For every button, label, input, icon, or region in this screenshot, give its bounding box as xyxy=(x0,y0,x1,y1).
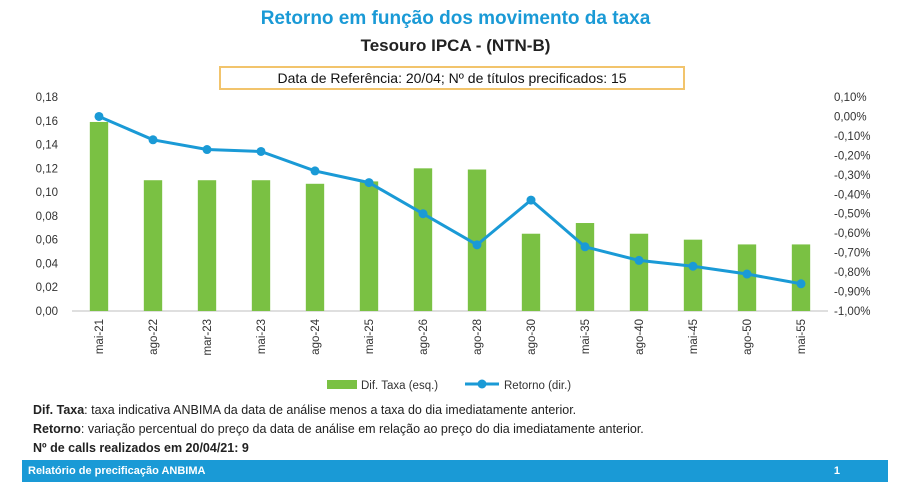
x-tick-label: mai-23 xyxy=(256,319,268,354)
legend-bar-label: Dif. Taxa (esq.) xyxy=(361,380,438,392)
x-tick-label: mai-55 xyxy=(796,319,808,354)
footer-report-name: Relatório de precificação ANBIMA xyxy=(28,465,206,477)
x-tick-label: mai-35 xyxy=(580,319,592,354)
x-tick-label: ago-26 xyxy=(418,319,430,355)
y-right-tick-label: -1,00% xyxy=(834,306,870,318)
return-point xyxy=(256,146,266,156)
x-tick-label: mai-45 xyxy=(688,319,700,354)
bar xyxy=(89,121,109,311)
y-left-tick-label: 0,00 xyxy=(36,306,58,318)
x-tick-label: ago-24 xyxy=(310,318,322,354)
return-point xyxy=(688,261,698,271)
bar xyxy=(521,233,541,311)
return-point xyxy=(148,135,158,145)
x-tick-label: ago-22 xyxy=(148,319,160,355)
chart-title: Retorno em função dos movimento da taxa xyxy=(260,8,651,29)
bar xyxy=(197,180,217,311)
footer-page-number: 1 xyxy=(833,465,840,477)
bar xyxy=(359,181,379,311)
legend-line-marker xyxy=(477,379,487,389)
y-right-tick-label: -0,30% xyxy=(834,170,870,182)
x-tick-label: mai-25 xyxy=(364,319,376,354)
return-point xyxy=(418,209,428,219)
x-tick-label: ago-40 xyxy=(634,319,646,355)
x-tick-label: ago-30 xyxy=(526,319,538,355)
return-point xyxy=(310,166,320,176)
y-right-tick-label: -0,60% xyxy=(834,228,870,240)
note-dif-label: Dif. Taxa xyxy=(33,403,85,417)
note-calls-text: Nº de calls realizados em 20/04/21: 9 xyxy=(33,441,249,455)
y-left-tick-label: 0,02 xyxy=(36,282,58,294)
reference-box: Data de Referência: 20/04; Nº de títulos… xyxy=(219,66,685,90)
y-left-tick-label: 0,04 xyxy=(36,258,59,270)
bar xyxy=(251,180,271,311)
y-left-tick-label: 0,16 xyxy=(36,116,58,128)
return-point xyxy=(526,195,536,205)
x-tick-label: ago-28 xyxy=(472,319,484,355)
y-right-tick-label: -0,10% xyxy=(834,131,870,143)
note-ret-label: Retorno xyxy=(33,422,81,436)
note-dif: Dif. Taxa: taxa indicativa ANBIMA da dat… xyxy=(33,401,644,420)
return-point xyxy=(472,240,482,250)
return-point xyxy=(742,269,752,279)
note-ret-text: : variação percentual do preço da data d… xyxy=(80,422,644,436)
bar xyxy=(683,239,703,311)
bar xyxy=(791,244,811,311)
bar xyxy=(305,183,325,311)
y-right-tick-label: -0,50% xyxy=(834,209,870,221)
note-ret: Retorno: variação percentual do preço da… xyxy=(33,420,644,439)
x-tick-label: mai-21 xyxy=(94,319,106,354)
bar xyxy=(413,168,433,311)
return-point xyxy=(94,111,104,121)
y-left-tick-label: 0,14 xyxy=(36,140,59,152)
note-dif-text: : taxa indicativa ANBIMA da data de anál… xyxy=(84,403,577,417)
y-right-tick-label: -0,90% xyxy=(834,287,870,299)
chart-canvas: 0,00 0,02 0,04 0,06 0,08 0,10 0,12 0,14 0,16 0,18… xyxy=(36,92,871,392)
footer-bar: Relatório de precificação ANBIMA 1 xyxy=(22,460,888,482)
y-right-tick-label: -0,20% xyxy=(834,150,870,162)
return-point xyxy=(796,279,806,289)
return-point xyxy=(580,242,590,252)
x-tick-label: ago-50 xyxy=(742,319,754,355)
y-right-tick-label: -0,40% xyxy=(834,189,870,201)
y-left-tick-label: 0,08 xyxy=(36,211,58,223)
y-right-tick-label: 0,10% xyxy=(834,92,867,104)
bar xyxy=(575,223,595,311)
legend-line-label: Retorno (dir.) xyxy=(504,380,571,392)
y-right-tick-label: 0,00% xyxy=(834,111,867,123)
chart-subtitle: Tesouro IPCA - (NTN-B) xyxy=(360,36,551,55)
notes: Dif. Taxa: taxa indicativa ANBIMA da dat… xyxy=(33,401,644,458)
return-point xyxy=(364,178,374,188)
y-left-tick-label: 0,06 xyxy=(36,235,58,247)
y-right-tick-label: -0,80% xyxy=(834,267,870,279)
return-point xyxy=(202,145,212,155)
bar xyxy=(629,233,649,311)
return-point xyxy=(634,255,644,265)
y-left-tick-label: 0,12 xyxy=(36,163,58,175)
bar xyxy=(143,180,163,311)
y-left-tick-label: 0,10 xyxy=(36,187,58,199)
y-right-tick-label: -0,70% xyxy=(834,248,870,260)
x-tick-label: mar-23 xyxy=(202,319,214,355)
return-line xyxy=(98,115,802,286)
legend-bar-swatch xyxy=(327,380,357,389)
bar xyxy=(467,169,487,311)
note-calls: Nº de calls realizados em 20/04/21: 9 xyxy=(33,439,644,458)
y-left-tick-label: 0,18 xyxy=(36,92,58,104)
